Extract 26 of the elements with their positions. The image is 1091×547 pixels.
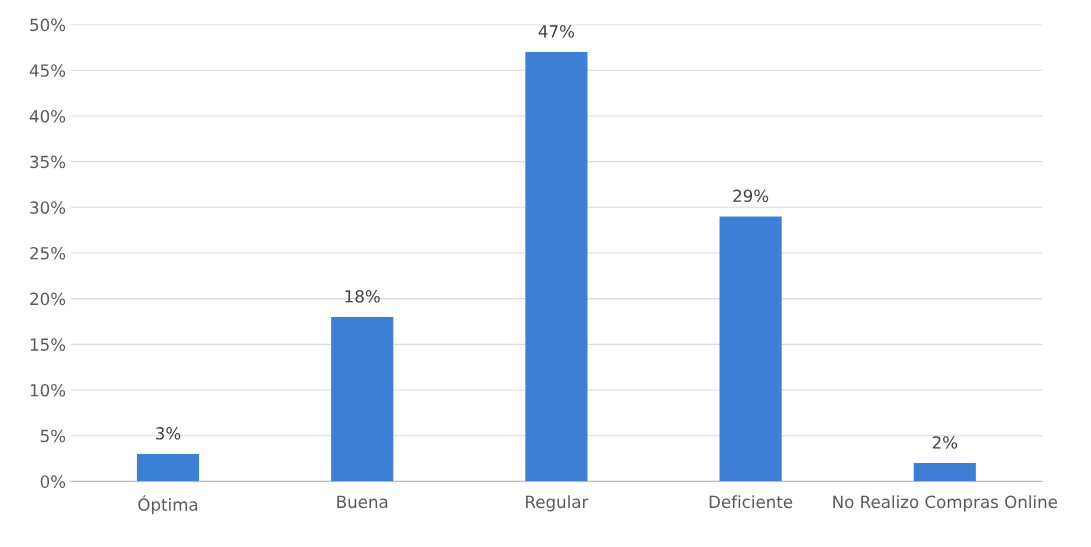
bar [719, 216, 782, 482]
y-tick-label: 15% [30, 338, 66, 351]
x-tick-label: Deficiente [709, 495, 793, 509]
y-tick-label: 25% [30, 246, 66, 260]
y-tick-label: 30% [30, 201, 66, 214]
y-tick-label: 40% [29, 109, 66, 123]
y-tick-label: 5% [40, 429, 66, 443]
x-tick-label: Buena [337, 495, 388, 509]
data-label: 2% [932, 436, 958, 449]
x-tick-label: Regular [526, 495, 589, 512]
y-tick-label: 50% [30, 18, 66, 32]
y-tick-label: 45% [29, 64, 66, 77]
y-tick-label: 10% [30, 383, 66, 397]
y-tick-label: 35% [30, 155, 66, 169]
y-tick-label: 20% [30, 292, 66, 306]
y-tick-label: 0% [40, 475, 66, 488]
bar [331, 316, 394, 482]
data-label: 18% [345, 289, 380, 303]
data-label: 29% [733, 189, 769, 203]
bar [525, 52, 588, 482]
bar [913, 463, 976, 482]
x-tick-label: Óptima [138, 495, 198, 515]
x-tick-label: No Realizo Compras Online [833, 495, 1058, 512]
data-label: 3% [156, 427, 181, 440]
bar [136, 453, 200, 482]
data-label: 47% [538, 25, 575, 38]
